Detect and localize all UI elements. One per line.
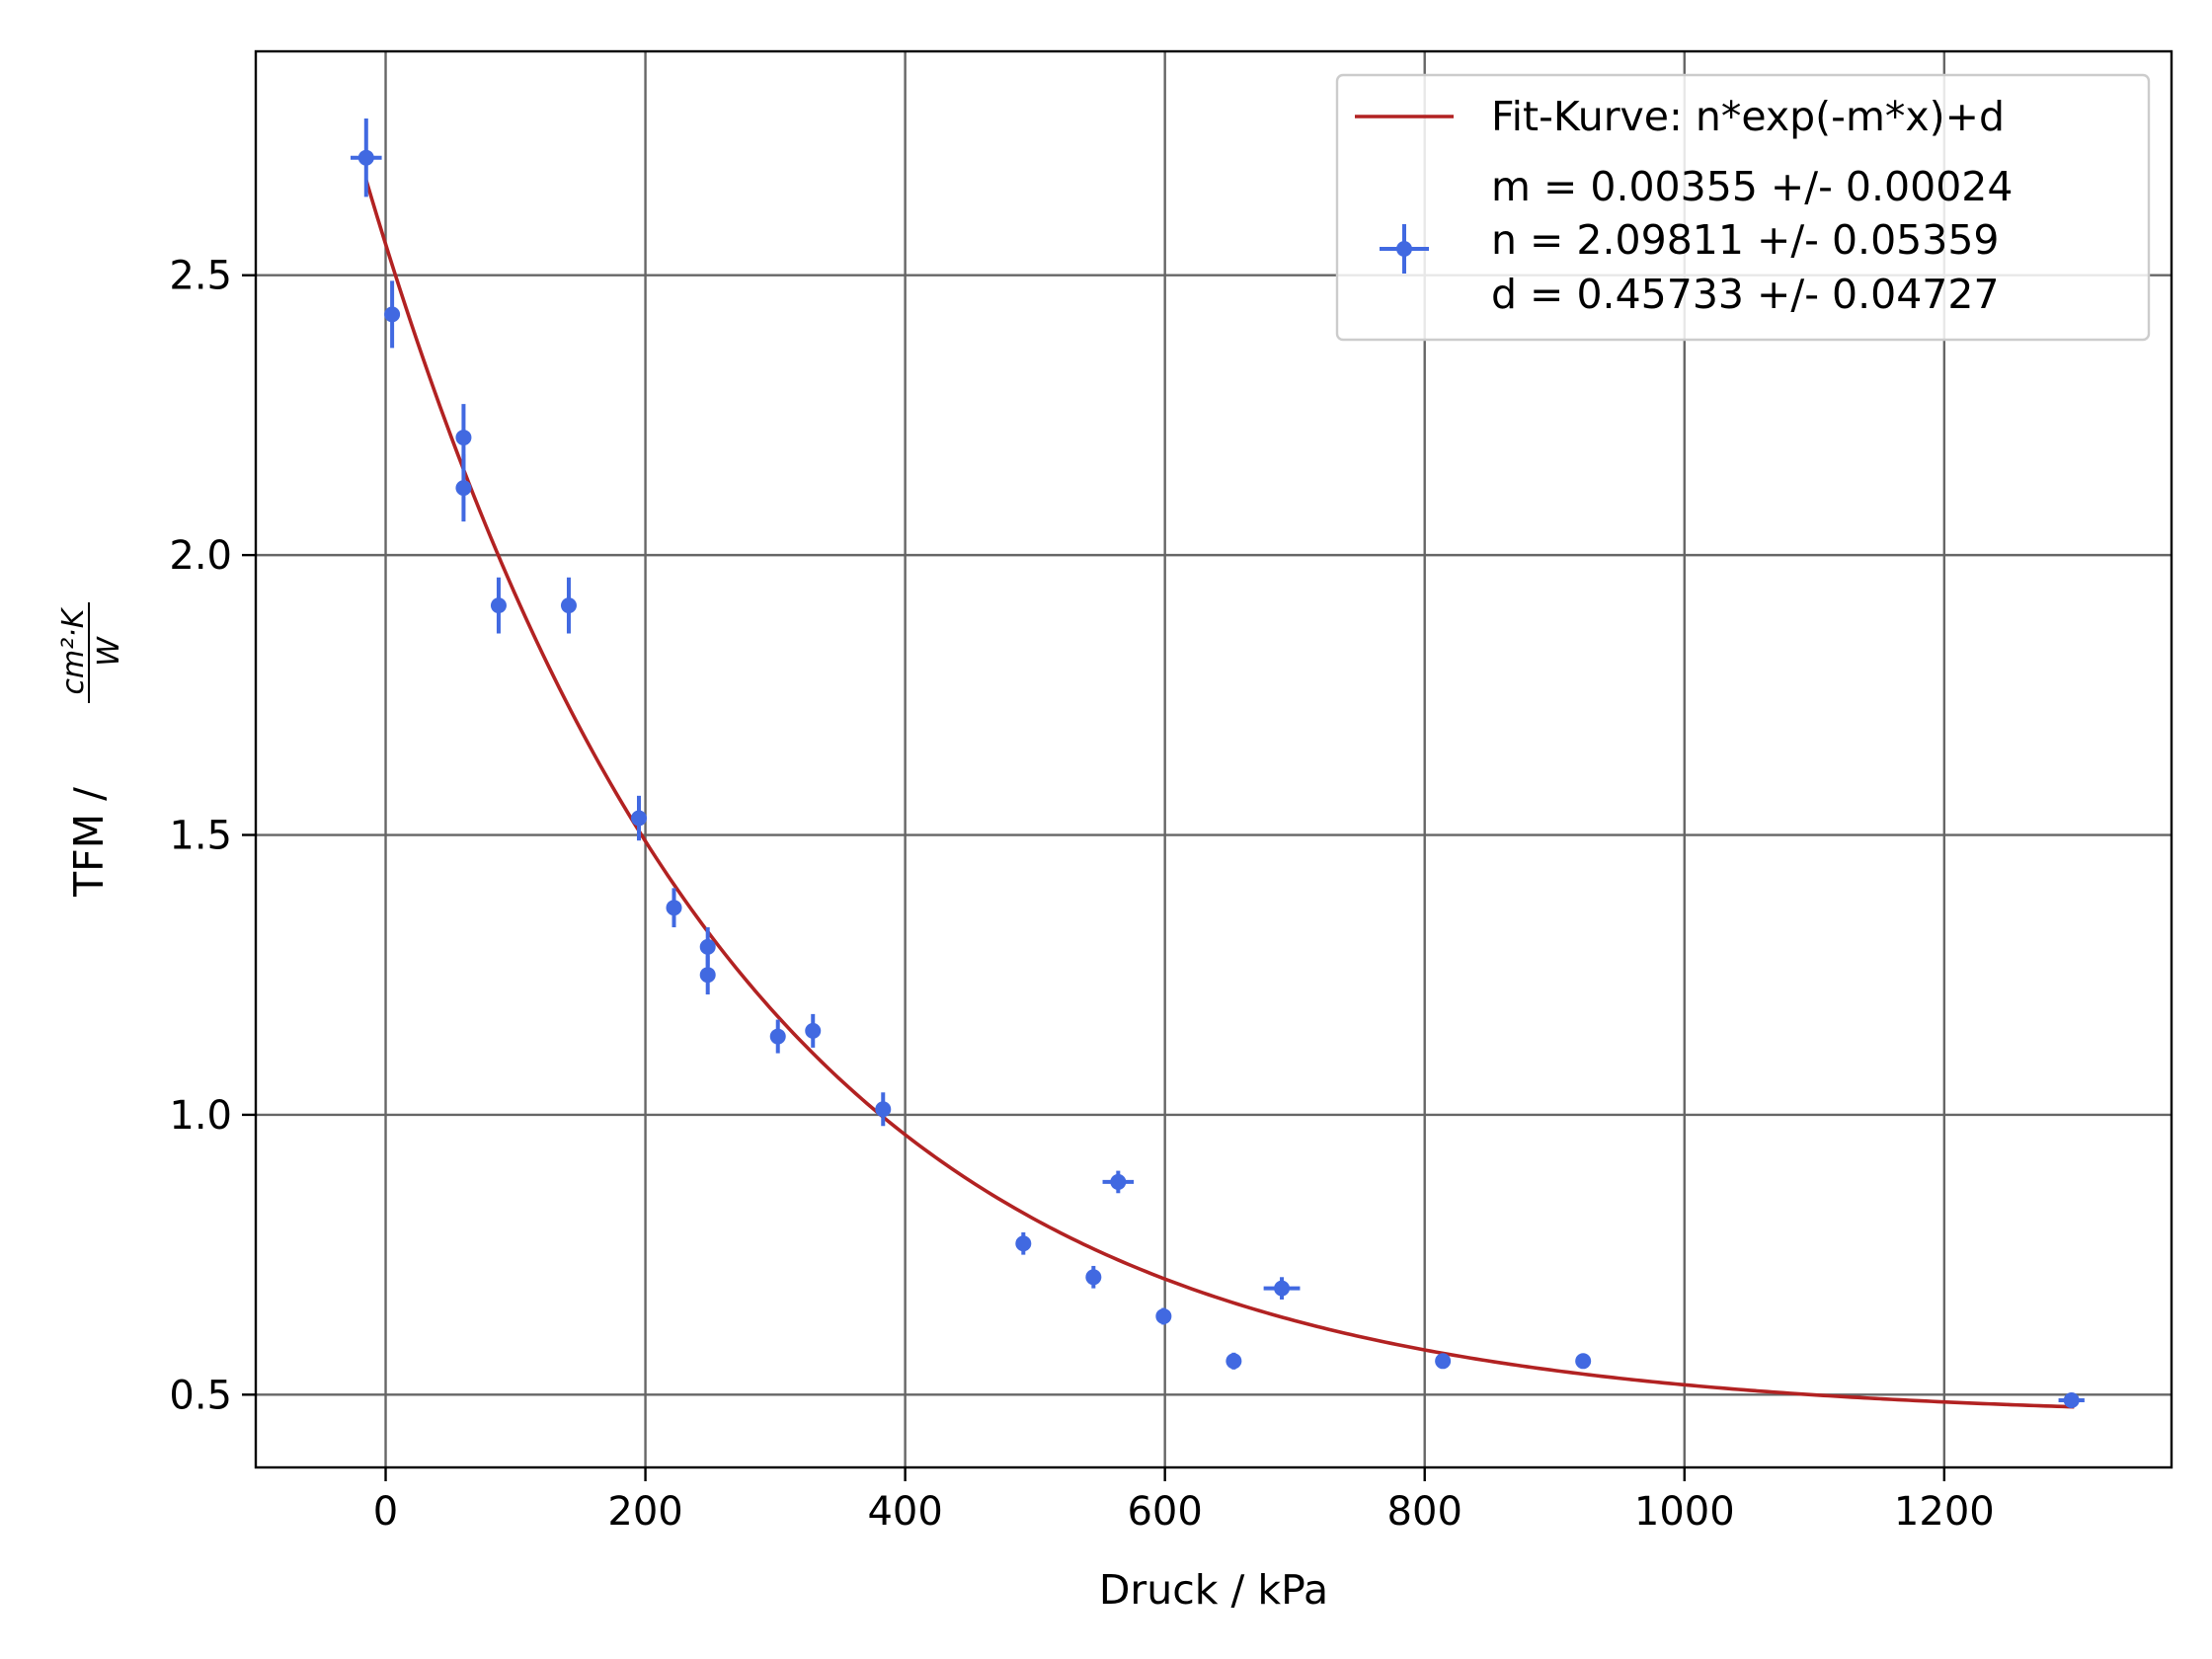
legend-d-value: d = 0.45733 +/- 0.04727 — [1491, 271, 2000, 318]
data-marker — [1015, 1235, 1032, 1252]
x-tick-label: 800 — [1387, 1489, 1462, 1535]
x-tick-label: 400 — [867, 1489, 942, 1535]
data-marker — [1225, 1353, 1242, 1370]
data-point — [699, 955, 716, 995]
y-axis-ticks: 0.5 1.0 1.5 2.0 2.5 — [169, 254, 256, 1418]
data-marker — [490, 597, 507, 614]
y-tick-label: 2.0 — [169, 533, 232, 579]
data-point — [875, 1092, 892, 1127]
plot-frame — [254, 49, 2173, 1469]
fit-curve-group — [364, 179, 2075, 1409]
data-point — [805, 1013, 822, 1048]
data-marker — [1110, 1173, 1127, 1190]
x-tick-label: 600 — [1127, 1489, 1202, 1535]
data-point — [490, 577, 507, 634]
y-axis-label-numerator: cm²·K — [56, 606, 91, 694]
x-axis-label: Druck / kPa — [1099, 1566, 1328, 1614]
data-point — [1085, 1265, 1102, 1289]
data-marker — [455, 480, 472, 497]
legend: Fit-Kurve: n*exp(-m*x)+d m = 0.00355 +/-… — [1335, 73, 2151, 342]
legend-data-swatch — [1380, 224, 1429, 274]
x-tick-label: 200 — [607, 1489, 682, 1535]
data-point — [2058, 1391, 2085, 1408]
data-marker — [875, 1101, 892, 1118]
data-marker — [1085, 1269, 1102, 1286]
data-point — [384, 280, 401, 349]
x-axis-ticks: 0 200 400 600 800 1000 1200 — [373, 1467, 1995, 1535]
data-marker — [1274, 1280, 1291, 1297]
data-point — [666, 888, 682, 928]
y-tick-label: 0.5 — [169, 1373, 232, 1418]
data-point — [455, 454, 472, 522]
data-marker — [805, 1022, 822, 1039]
grid — [256, 51, 2172, 1467]
data-point — [560, 577, 577, 634]
legend-box — [1335, 73, 2151, 342]
data-point — [351, 118, 382, 198]
y-axis-label-text: TFM / — [65, 787, 113, 898]
x-tick-label: 0 — [373, 1489, 398, 1535]
data-marker — [1435, 1353, 1452, 1370]
data-points — [351, 118, 2085, 1408]
data-marker — [1155, 1307, 1172, 1324]
y-tick-label: 2.5 — [169, 254, 232, 299]
data-point — [1575, 1353, 1592, 1370]
data-marker — [357, 149, 374, 166]
data-point — [1102, 1170, 1135, 1194]
data-point — [1225, 1352, 1242, 1370]
y-tick-label: 1.5 — [169, 814, 232, 859]
data-marker — [769, 1028, 786, 1045]
data-marker — [1575, 1353, 1592, 1370]
data-point — [1263, 1277, 1301, 1300]
legend-m-value: m = 0.00355 +/- 0.00024 — [1491, 163, 2013, 210]
legend-n-value: n = 2.09811 +/- 0.05359 — [1491, 216, 2000, 264]
data-marker — [699, 938, 716, 955]
fit-curve — [364, 179, 2075, 1409]
y-tick-label: 1.0 — [169, 1093, 232, 1139]
x-tick-label: 1000 — [1634, 1489, 1735, 1535]
data-marker — [455, 430, 472, 446]
data-point — [1155, 1307, 1172, 1325]
data-marker — [666, 900, 682, 916]
legend-swatch-marker — [1396, 241, 1412, 257]
data-marker — [560, 597, 577, 614]
data-point — [1435, 1353, 1452, 1370]
data-marker — [699, 967, 716, 984]
y-axis-label-denominator: W — [92, 636, 126, 667]
x-tick-label: 1200 — [1894, 1489, 1995, 1535]
data-point — [1015, 1231, 1032, 1255]
data-marker — [384, 306, 401, 323]
data-marker — [631, 810, 647, 827]
data-point — [769, 1019, 786, 1054]
data-marker — [2063, 1391, 2080, 1408]
data-point — [631, 795, 647, 841]
y-axis-label: TFM / cm²·K W — [56, 602, 126, 898]
legend-fit-label: Fit-Kurve: n*exp(-m*x)+d — [1491, 93, 2005, 140]
